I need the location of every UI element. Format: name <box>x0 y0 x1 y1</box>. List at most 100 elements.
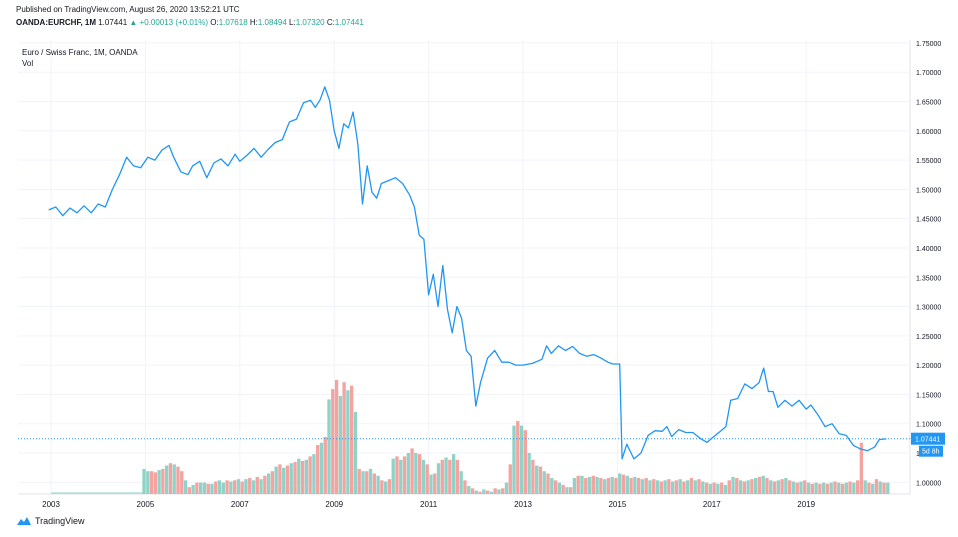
volume-bar <box>531 459 535 494</box>
volume-bar <box>221 482 225 494</box>
volume-bar <box>263 475 267 494</box>
volume-bar <box>731 476 735 494</box>
volume-bar <box>361 471 365 494</box>
volume-bar <box>312 454 316 494</box>
x-tick-label: 2015 <box>608 500 626 509</box>
volume-bar <box>708 483 713 494</box>
y-tick-label: 1.50000 <box>916 187 941 194</box>
high-label: H: <box>249 18 258 27</box>
volume-bar <box>519 425 524 494</box>
volume-bar <box>697 479 701 494</box>
volume-bar <box>380 480 384 494</box>
volume-bar <box>814 482 818 494</box>
volume-bar <box>157 470 161 494</box>
volume-bar <box>769 480 773 494</box>
volume-bar <box>606 478 611 494</box>
close-label: C: <box>326 18 335 27</box>
symbol-label: OANDA:EURCHF, 1M <box>16 18 96 27</box>
volume-bar <box>297 458 301 494</box>
volume-bar <box>772 481 777 494</box>
tradingview-footer[interactable]: TradingView <box>16 516 85 526</box>
volume-bar <box>587 476 592 494</box>
volume-bar <box>285 465 290 494</box>
volume-bar <box>723 484 728 494</box>
volume-bar <box>383 481 388 494</box>
volume-bar <box>852 482 856 494</box>
volume-bar <box>259 479 263 494</box>
volume-bar <box>225 480 229 494</box>
volume-bar <box>482 489 486 494</box>
volume-bar <box>538 466 543 494</box>
x-tick-label: 2013 <box>514 500 532 509</box>
volume-bar <box>365 471 369 494</box>
volume-bar <box>636 478 641 494</box>
volume-bar <box>602 479 607 494</box>
volume-bar <box>300 460 305 494</box>
x-tick-label: 2003 <box>42 500 60 509</box>
volume-bar <box>323 437 327 494</box>
volume-bar <box>670 481 675 494</box>
volume-bar <box>391 458 395 494</box>
volume-bar <box>561 484 565 494</box>
volume-bar <box>338 395 343 494</box>
volume-bar <box>550 478 554 494</box>
last-price: 1.07441 <box>98 18 128 27</box>
volume-bar <box>232 480 237 494</box>
volume-bar <box>829 482 833 494</box>
volume-bar <box>580 475 584 494</box>
y-tick-label: 1.20000 <box>916 363 941 370</box>
volume-bar <box>882 482 886 494</box>
volume-bar <box>376 475 380 494</box>
volume-bar <box>448 459 452 494</box>
volume-bar <box>821 482 826 494</box>
close-value: 1.07441 <box>334 18 364 27</box>
volume-bar <box>667 479 671 494</box>
volume-bar <box>553 480 558 494</box>
volume-bar <box>387 479 392 494</box>
volume-bar <box>686 480 690 494</box>
volume-bar <box>353 411 358 494</box>
volume-bar <box>720 482 724 494</box>
volume-bar <box>618 473 622 494</box>
volume-bar <box>308 456 312 494</box>
volume-bar <box>467 486 471 494</box>
volume-bar <box>840 483 845 494</box>
volume-bar <box>640 479 645 494</box>
volume-bar <box>644 478 648 494</box>
volume-bar <box>704 482 709 494</box>
volume-bar <box>568 487 573 494</box>
volume-bar <box>652 479 656 494</box>
volume-bar <box>750 479 754 494</box>
volume-bar <box>735 478 739 494</box>
volume-bar <box>655 480 660 494</box>
volume-bar <box>833 481 837 494</box>
volume-bar <box>576 475 580 494</box>
volume-bar <box>195 482 199 494</box>
volume-bar <box>648 480 652 494</box>
x-tick-label: 2007 <box>231 500 249 509</box>
volume-bar <box>149 471 154 494</box>
volume-bar <box>867 482 871 494</box>
volume-bar <box>436 463 441 494</box>
volume-bar <box>757 476 762 494</box>
volume-bar <box>153 472 158 494</box>
volume-bar <box>810 483 814 494</box>
volume-bar <box>806 482 811 494</box>
volume-bar <box>183 480 188 494</box>
volume-bar <box>240 481 244 494</box>
volume-bar <box>497 489 501 494</box>
x-tick-label: 2017 <box>703 500 721 509</box>
volume-bar <box>293 462 297 494</box>
high-value: 1.08494 <box>257 18 287 27</box>
volume-bar <box>818 483 822 494</box>
volume-bar <box>742 481 747 494</box>
volume-bar <box>327 399 331 494</box>
volume-bar <box>289 463 293 494</box>
volume-bar <box>429 474 433 494</box>
y-tick-label: 1.15000 <box>916 392 941 399</box>
volume-bar <box>629 478 633 494</box>
volume-bar <box>202 482 207 494</box>
volume-bar <box>236 479 241 494</box>
volume-bar <box>142 468 146 494</box>
